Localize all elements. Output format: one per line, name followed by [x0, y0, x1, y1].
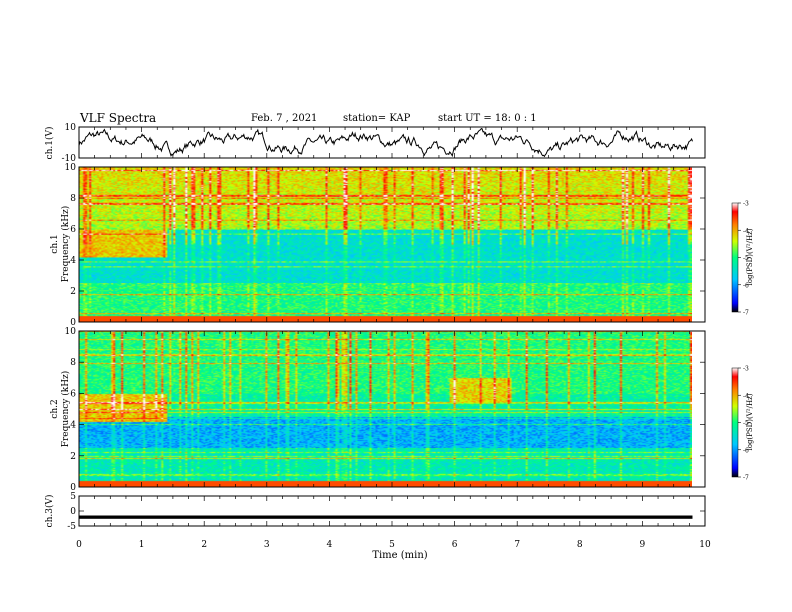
x-tick-label: 10 — [699, 540, 711, 550]
ch1-waveform-panel: 10 -10 — [62, 123, 706, 164]
x-tick-label: 7 — [514, 540, 520, 550]
ch1-spec-ylabel-line1: ch.1 — [50, 234, 60, 253]
spec1-y-tick-label: 6 — [70, 225, 76, 235]
x-axis: 0 1 2 3 4 5 6 7 8 9 10 — [76, 127, 711, 550]
x-tick-label: 9 — [640, 540, 646, 550]
ch3-waveform-band — [79, 515, 693, 519]
colorbar-tick-label: -5 — [743, 255, 749, 262]
ch3-y-tick-label: 0 — [70, 507, 76, 517]
ch1-spectrogram-image — [79, 167, 692, 322]
colorbar-tick-label: -7 — [743, 310, 749, 317]
ch1-spectrogram-panel: 0 2 4 6 8 10 — [65, 163, 706, 328]
colorbar-tick-label: -4 — [743, 393, 749, 400]
spec1-y-tick-label: 8 — [70, 194, 76, 204]
x-tick-label: 4 — [327, 540, 333, 550]
ch1-waveform-ylabel: ch.1(V) — [44, 127, 55, 160]
ch3-y-tick-label: -5 — [67, 522, 76, 532]
x-tick-label: 5 — [389, 540, 395, 550]
spec2-y-tick-label: 0 — [70, 483, 76, 493]
spec2-y-tick-label: 2 — [70, 452, 76, 462]
ch2-spectrogram-image — [79, 331, 692, 487]
x-tick-label: 8 — [577, 540, 583, 550]
spec2-y-tick-label: 8 — [70, 358, 76, 368]
colorbar-tick-label: -4 — [743, 228, 749, 235]
ch3-waveform-ylabel: ch.3(V) — [44, 495, 55, 528]
colorbar-tick-label: -5 — [743, 420, 749, 427]
ch1-waveform-line — [78, 128, 693, 158]
ch1-colorbar-label: log(PSD)(V²/Hz) — [746, 228, 754, 285]
spec2-y-tick-label: 4 — [70, 421, 76, 431]
spec1-y-tick-label: 2 — [70, 287, 76, 297]
colorbar-tick-label: -3 — [743, 366, 749, 373]
start-time-label: start UT = 18: 0 : 1 — [438, 113, 537, 124]
spec1-y-tick-label: 4 — [70, 256, 76, 266]
ch1-y-tick-label: -10 — [62, 154, 77, 164]
colorbar-tick-label: -7 — [743, 475, 749, 482]
ch2-spectrogram-panel: 0 2 4 6 8 10 — [65, 327, 706, 493]
ch2-colorbar: -3 -4 -5 -6 -7 — [731, 366, 749, 482]
x-tick-label: 2 — [201, 540, 207, 550]
ch1-colorbar: -3 -4 -5 -6 -7 — [731, 201, 749, 317]
spec2-y-tick-label: 6 — [70, 389, 76, 399]
station-label: station= KAP — [343, 113, 411, 124]
x-tick-label: 1 — [139, 540, 145, 550]
ch2-colorbar-label: log(PSD)(V²/Hz) — [746, 393, 754, 450]
ch1-spec-ylabel-line2: Frequency (kHz) — [60, 206, 71, 283]
date-label: Feb. 7 , 2021 — [251, 113, 318, 124]
ch2-spec-ylabel-line2: Frequency (kHz) — [60, 371, 71, 448]
figure-title: VLF Spectra — [80, 111, 157, 125]
x-tick-label: 6 — [452, 540, 458, 550]
ch1-y-tick-label: 10 — [65, 123, 77, 133]
ch3-y-tick-label: 5 — [70, 492, 76, 502]
colorbar-tick-label: -6 — [743, 447, 749, 454]
colorbar-tick-label: -3 — [743, 201, 749, 208]
colorbar-tick-label: -6 — [743, 282, 749, 289]
ch3-waveform-panel: 5 0 -5 — [67, 492, 706, 532]
ch2-spec-ylabel-line1: ch.2 — [50, 399, 60, 418]
spec2-y-tick-label: 10 — [65, 327, 77, 337]
spec1-y-tick-label: 10 — [65, 163, 77, 173]
x-tick-label: 3 — [264, 540, 270, 550]
x-axis-title: Time (min) — [372, 550, 427, 561]
x-tick-label: 0 — [76, 540, 82, 550]
spec1-y-tick-label: 0 — [70, 318, 76, 328]
